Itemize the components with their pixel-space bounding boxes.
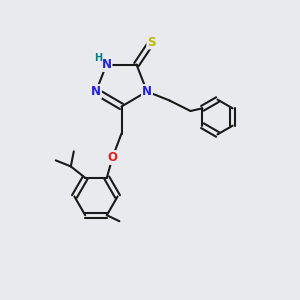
Text: N: N: [101, 58, 112, 71]
Text: N: N: [142, 85, 152, 98]
Text: H: H: [94, 53, 102, 63]
Text: O: O: [107, 151, 118, 164]
Text: N: N: [91, 85, 101, 98]
Text: S: S: [147, 35, 156, 49]
